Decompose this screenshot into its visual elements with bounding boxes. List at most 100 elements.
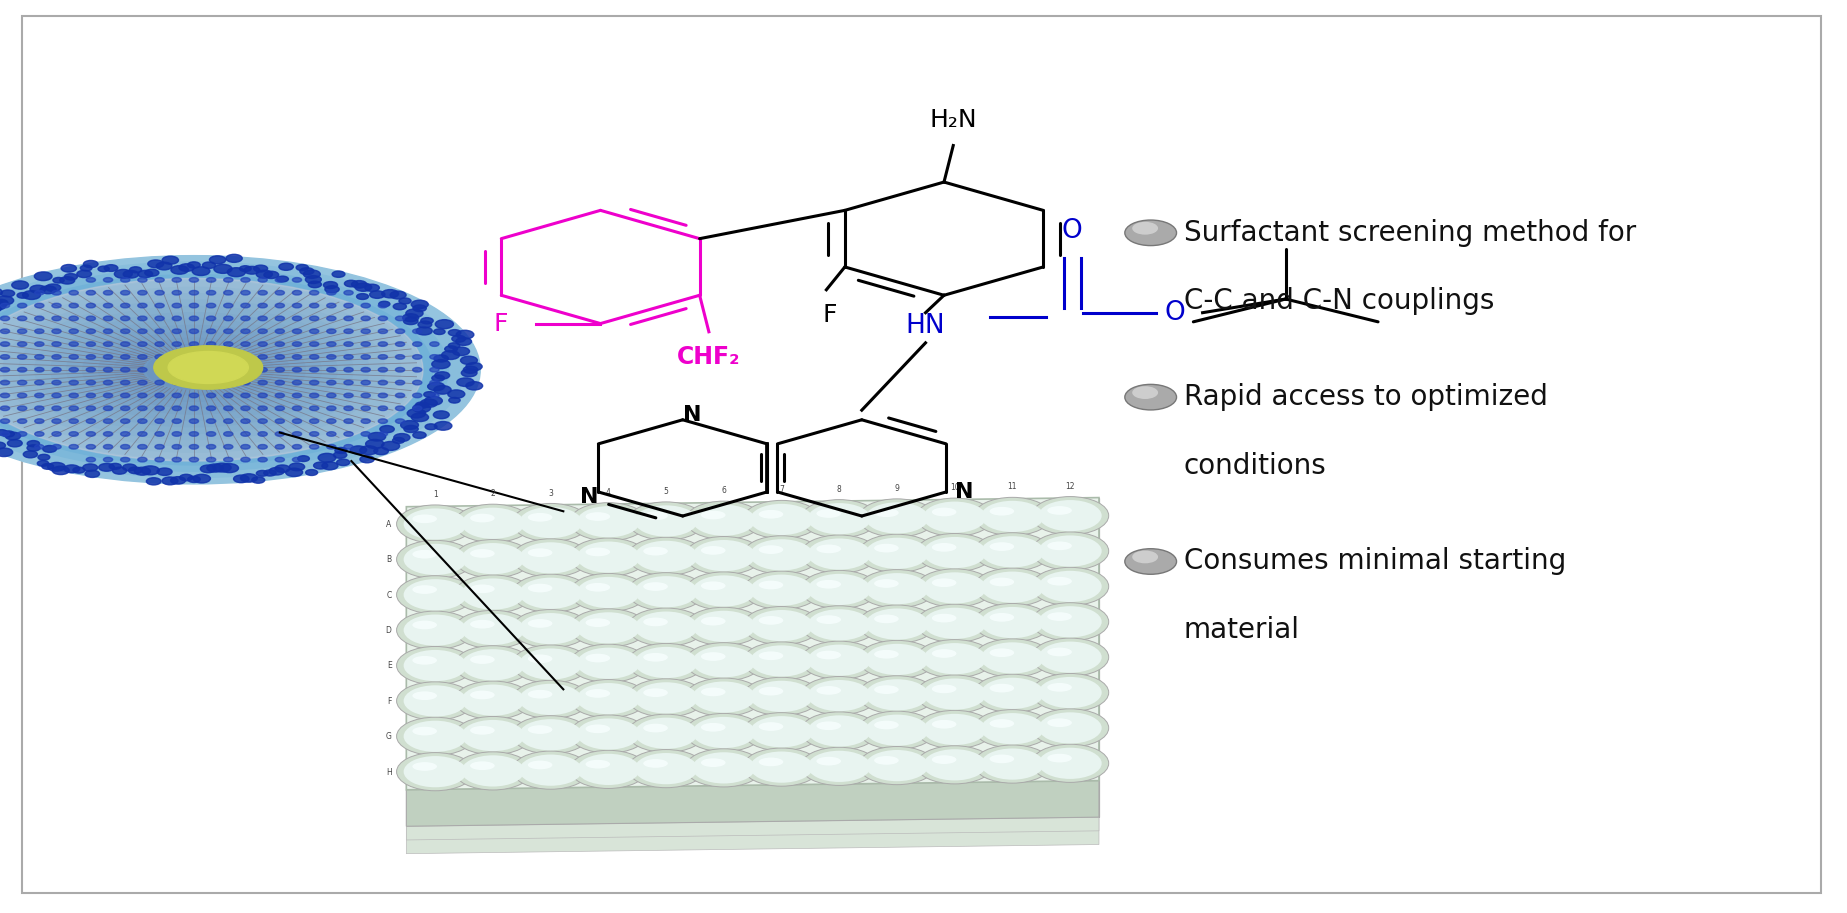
Circle shape: [79, 265, 92, 271]
Polygon shape: [406, 548, 1099, 840]
Circle shape: [87, 329, 96, 333]
Circle shape: [35, 394, 44, 398]
Ellipse shape: [512, 539, 589, 577]
Circle shape: [87, 406, 96, 411]
Ellipse shape: [628, 572, 706, 611]
Ellipse shape: [924, 750, 986, 781]
Circle shape: [1132, 386, 1158, 399]
Circle shape: [35, 419, 44, 424]
Circle shape: [0, 329, 9, 333]
Circle shape: [68, 394, 78, 398]
Ellipse shape: [471, 726, 495, 735]
Circle shape: [259, 278, 268, 282]
Ellipse shape: [0, 281, 417, 458]
Text: 5: 5: [663, 487, 669, 496]
Ellipse shape: [462, 614, 525, 645]
Ellipse shape: [981, 572, 1044, 603]
Circle shape: [395, 341, 404, 346]
Circle shape: [28, 441, 39, 446]
Ellipse shape: [404, 614, 467, 645]
Circle shape: [35, 272, 52, 280]
Ellipse shape: [404, 756, 467, 787]
Circle shape: [163, 257, 179, 264]
Ellipse shape: [859, 747, 936, 784]
Circle shape: [327, 303, 336, 308]
Text: 11: 11: [1008, 482, 1018, 491]
Circle shape: [120, 290, 129, 295]
Circle shape: [212, 463, 231, 472]
Circle shape: [52, 290, 61, 295]
Ellipse shape: [146, 351, 242, 389]
Ellipse shape: [412, 727, 438, 736]
Circle shape: [395, 354, 404, 359]
Text: D: D: [386, 626, 392, 635]
Circle shape: [327, 354, 336, 359]
Text: material: material: [1184, 616, 1300, 644]
Circle shape: [275, 303, 284, 308]
Text: A: A: [386, 519, 392, 529]
Circle shape: [135, 467, 150, 475]
Circle shape: [87, 457, 96, 462]
Circle shape: [17, 394, 26, 398]
Circle shape: [214, 265, 233, 273]
Ellipse shape: [973, 745, 1051, 783]
Circle shape: [292, 303, 301, 308]
Ellipse shape: [528, 690, 552, 698]
Circle shape: [310, 432, 320, 436]
Circle shape: [103, 419, 113, 424]
Circle shape: [103, 432, 113, 436]
Circle shape: [179, 264, 194, 271]
Ellipse shape: [519, 754, 582, 786]
Ellipse shape: [569, 750, 646, 789]
Circle shape: [412, 300, 429, 309]
Ellipse shape: [1038, 642, 1101, 673]
Circle shape: [1125, 384, 1177, 410]
Ellipse shape: [859, 711, 936, 750]
Text: F: F: [493, 311, 508, 336]
Circle shape: [292, 368, 301, 373]
Circle shape: [406, 409, 425, 418]
Circle shape: [190, 329, 199, 333]
Circle shape: [286, 468, 303, 477]
Circle shape: [434, 422, 453, 430]
Text: CHF₂: CHF₂: [678, 345, 741, 370]
Ellipse shape: [693, 611, 755, 642]
Circle shape: [344, 329, 353, 333]
Circle shape: [0, 432, 9, 436]
Ellipse shape: [916, 569, 994, 607]
Circle shape: [290, 463, 305, 471]
Ellipse shape: [454, 751, 532, 790]
Ellipse shape: [685, 572, 763, 610]
Circle shape: [129, 267, 142, 273]
Circle shape: [188, 262, 199, 268]
Ellipse shape: [628, 502, 706, 540]
Ellipse shape: [990, 719, 1014, 728]
Circle shape: [35, 329, 44, 333]
Circle shape: [464, 366, 478, 373]
Ellipse shape: [1031, 532, 1108, 570]
Text: N: N: [955, 482, 973, 502]
Circle shape: [240, 329, 249, 333]
Circle shape: [351, 446, 368, 454]
Ellipse shape: [933, 649, 957, 658]
Circle shape: [65, 465, 79, 473]
Circle shape: [120, 419, 129, 424]
Ellipse shape: [512, 610, 589, 647]
Circle shape: [155, 406, 164, 411]
Circle shape: [362, 329, 369, 333]
Ellipse shape: [412, 550, 438, 559]
Circle shape: [449, 397, 460, 403]
Circle shape: [310, 381, 320, 385]
Ellipse shape: [933, 579, 957, 587]
Ellipse shape: [981, 749, 1044, 780]
Ellipse shape: [519, 542, 582, 573]
Circle shape: [292, 406, 301, 411]
Circle shape: [172, 341, 181, 346]
Ellipse shape: [742, 536, 820, 574]
Circle shape: [310, 445, 320, 449]
Circle shape: [52, 419, 61, 424]
Circle shape: [395, 329, 404, 333]
Ellipse shape: [569, 645, 646, 682]
Ellipse shape: [628, 608, 706, 646]
Polygon shape: [406, 534, 1099, 826]
